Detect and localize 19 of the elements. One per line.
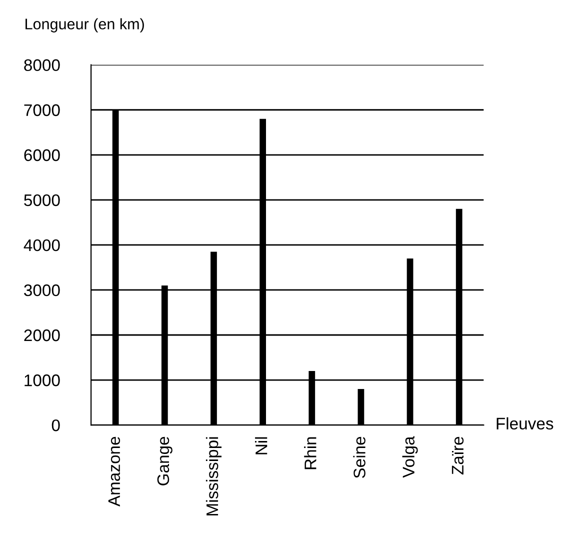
x-tick-label: Mississippi (206, 437, 222, 516)
x-tick-label: Gange (157, 436, 172, 486)
x-axis-title: Fleuves (496, 417, 554, 430)
y-tick-label: 1000 (24, 374, 60, 386)
y-axis-title: Longueur (en km) (26, 18, 144, 32)
x-tick-label: Nil (255, 437, 268, 454)
y-tick-label: 8000 (24, 59, 60, 72)
y-tick-label: 3000 (24, 284, 60, 296)
x-tick-label: Amazone (108, 436, 120, 507)
x-tick-label: Rhin (304, 437, 316, 470)
y-tick-label: 0 (52, 419, 60, 432)
y-tick-label: 2000 (24, 329, 60, 342)
y-tick-label: 5000 (24, 194, 60, 206)
y-tick-label: 4000 (24, 239, 60, 252)
y-tick-label: 6000 (24, 149, 60, 162)
y-tick-label: 7000 (24, 104, 60, 116)
x-tick-label: Zaïre (452, 436, 464, 475)
x-tick-label: Seine (353, 436, 366, 478)
x-tick-label: Volga (402, 436, 418, 478)
